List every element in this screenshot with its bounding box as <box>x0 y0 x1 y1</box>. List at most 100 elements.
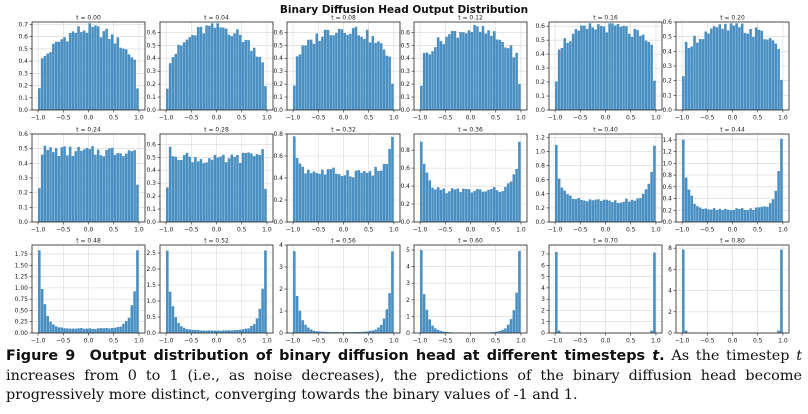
caption-text-2: increases from 0 to 1 (i.e., as noise de… <box>6 367 802 404</box>
histogram-bar <box>127 150 131 222</box>
y-tick-label: 8 <box>668 245 672 252</box>
histogram-bar <box>210 159 214 222</box>
histogram-bar <box>224 162 228 222</box>
histogram-bar <box>77 328 80 333</box>
histogram-bar <box>194 157 197 222</box>
histogram-bar <box>653 252 656 333</box>
histogram-bar <box>374 42 377 110</box>
histogram-bar <box>94 154 97 222</box>
y-tick-label: 1.0 <box>146 298 156 305</box>
histogram-bar <box>743 32 747 110</box>
histogram-bar <box>312 43 316 111</box>
x-tick-label: −0.5 <box>700 338 715 345</box>
histogram-bar <box>49 147 52 222</box>
histogram-bar <box>710 28 713 110</box>
histogram-panel: t = 0.44 0.0 0.2 0.4 0.6 0.8 1.0 1.2 1.4 −1.0 −0.5… <box>662 127 790 234</box>
histogram-bar <box>241 152 245 222</box>
histogram-panel: t = 0.48 0.00 0.25 0.50 0.75 1.00 1.25 1.50 1.75… <box>15 238 146 345</box>
histogram-bar <box>428 54 432 110</box>
histogram-bar <box>174 53 178 110</box>
histogram-bar <box>38 250 41 333</box>
histogram-bar <box>518 251 521 333</box>
x-tick-label: −0.5 <box>311 338 326 345</box>
panel-title: t = 0.20 <box>720 15 745 22</box>
histogram-bar <box>431 187 434 222</box>
y-tick-label: 0.5 <box>662 34 672 41</box>
y-tick-label: 1.0 <box>662 160 672 167</box>
histogram-bar <box>422 163 426 222</box>
histogram-bar <box>108 38 111 110</box>
histogram-bar <box>191 329 194 333</box>
histogram-bar <box>391 136 394 222</box>
histogram-bar <box>180 45 183 111</box>
histogram-bar <box>168 291 172 333</box>
histogram-bar <box>82 30 86 111</box>
y-tick-label: 0.1 <box>535 93 545 100</box>
histogram-bar <box>182 42 186 110</box>
histogram-bar <box>60 147 64 222</box>
histogram-bar <box>448 34 451 111</box>
histogram-bar <box>425 309 429 333</box>
histogram-bar <box>456 188 460 222</box>
histogram-bar <box>574 199 578 222</box>
histogram-bar <box>52 324 55 333</box>
histogram-bar <box>127 317 131 333</box>
histogram-bar <box>307 39 310 110</box>
x-tick-label: −1.0 <box>675 338 690 345</box>
x-tick-label: 0.5 <box>109 338 119 345</box>
x-tick-label: 0.0 <box>466 115 476 122</box>
y-tick-label: 6 <box>541 262 545 269</box>
histogram-bar <box>780 249 783 333</box>
histogram-bar <box>222 27 225 111</box>
y-tick-label: 1.5 <box>146 282 156 289</box>
histogram-bar <box>91 146 94 222</box>
histogram-bar <box>682 139 685 222</box>
x-tick-label: −0.5 <box>311 115 326 122</box>
histogram-bar <box>613 25 617 110</box>
histogram-bar <box>188 329 192 333</box>
histogram-bar <box>613 200 617 222</box>
y-tick-label: 0.6 <box>400 165 410 172</box>
x-tick-label: −1.0 <box>413 338 428 345</box>
histogram-bar <box>119 153 122 222</box>
y-tick-label: 2 <box>668 309 672 316</box>
x-tick-label: −0.5 <box>311 227 326 234</box>
histogram-bar <box>588 23 592 110</box>
x-tick-label: −1.0 <box>159 115 174 122</box>
histogram-bar <box>506 183 510 222</box>
histogram-bar <box>377 327 380 333</box>
panel-title: t = 0.36 <box>458 127 483 134</box>
histogram-bar <box>738 209 741 222</box>
histogram-bar <box>726 209 730 222</box>
x-tick-label: −0.5 <box>56 338 71 345</box>
histogram-bar <box>718 208 722 222</box>
histogram-bar <box>439 41 443 110</box>
histogram-bar <box>66 41 69 110</box>
x-tick-label: 0.0 <box>728 227 738 234</box>
histogram-bar <box>501 191 504 222</box>
histogram-bar <box>304 45 307 111</box>
histogram-bar <box>224 28 228 111</box>
histogram-panel: t = 0.56 0 1 2 3 4 −1.0 −0.5 0.0 0.5 1.0 <box>279 238 401 345</box>
histogram-bar <box>210 23 214 110</box>
histogram-bar <box>46 149 50 222</box>
histogram-bar <box>445 331 448 333</box>
histogram-bar <box>732 25 736 110</box>
histogram-bar <box>63 328 66 333</box>
histogram-bar <box>219 330 222 333</box>
histogram-bar <box>382 318 386 333</box>
histogram-bar <box>625 26 628 111</box>
histogram-bar <box>194 35 197 110</box>
histogram-bar <box>213 154 217 222</box>
histogram-bar <box>766 39 769 111</box>
histogram-bar <box>439 330 443 333</box>
histogram-bar <box>130 57 134 110</box>
x-tick-label: 1.0 <box>516 115 526 122</box>
histogram-bar <box>191 35 194 110</box>
histogram-bar <box>116 153 120 222</box>
histogram-bar <box>250 50 253 110</box>
histogram-bar <box>379 324 383 333</box>
histogram-bar <box>185 39 189 110</box>
x-tick-label: −1.0 <box>31 227 46 234</box>
histogram-bar <box>504 186 507 222</box>
